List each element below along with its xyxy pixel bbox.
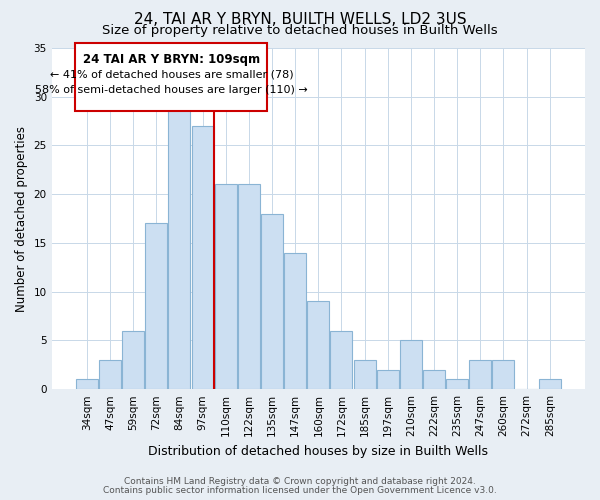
Bar xyxy=(493,360,514,389)
Bar xyxy=(145,224,167,389)
Bar xyxy=(238,184,260,389)
Bar xyxy=(377,370,399,389)
Bar xyxy=(191,126,214,389)
Bar xyxy=(400,340,422,389)
Text: Contains public sector information licensed under the Open Government Licence v3: Contains public sector information licen… xyxy=(103,486,497,495)
Bar xyxy=(215,184,237,389)
Text: ← 41% of detached houses are smaller (78): ← 41% of detached houses are smaller (78… xyxy=(50,70,293,80)
Bar xyxy=(423,370,445,389)
Text: 58% of semi-detached houses are larger (110) →: 58% of semi-detached houses are larger (… xyxy=(35,85,308,95)
Bar xyxy=(169,106,190,389)
Text: 24, TAI AR Y BRYN, BUILTH WELLS, LD2 3US: 24, TAI AR Y BRYN, BUILTH WELLS, LD2 3US xyxy=(134,12,466,28)
Bar xyxy=(76,380,98,389)
X-axis label: Distribution of detached houses by size in Builth Wells: Distribution of detached houses by size … xyxy=(148,444,488,458)
Bar xyxy=(353,360,376,389)
Bar xyxy=(469,360,491,389)
Text: Contains HM Land Registry data © Crown copyright and database right 2024.: Contains HM Land Registry data © Crown c… xyxy=(124,477,476,486)
FancyBboxPatch shape xyxy=(76,43,268,112)
Bar xyxy=(331,330,352,389)
Y-axis label: Number of detached properties: Number of detached properties xyxy=(15,126,28,312)
Text: Size of property relative to detached houses in Builth Wells: Size of property relative to detached ho… xyxy=(102,24,498,37)
Bar xyxy=(122,330,144,389)
Bar xyxy=(284,252,306,389)
Bar xyxy=(446,380,468,389)
Bar xyxy=(99,360,121,389)
Text: 24 TAI AR Y BRYN: 109sqm: 24 TAI AR Y BRYN: 109sqm xyxy=(83,53,260,66)
Bar xyxy=(539,380,561,389)
Bar xyxy=(261,214,283,389)
Bar xyxy=(307,302,329,389)
